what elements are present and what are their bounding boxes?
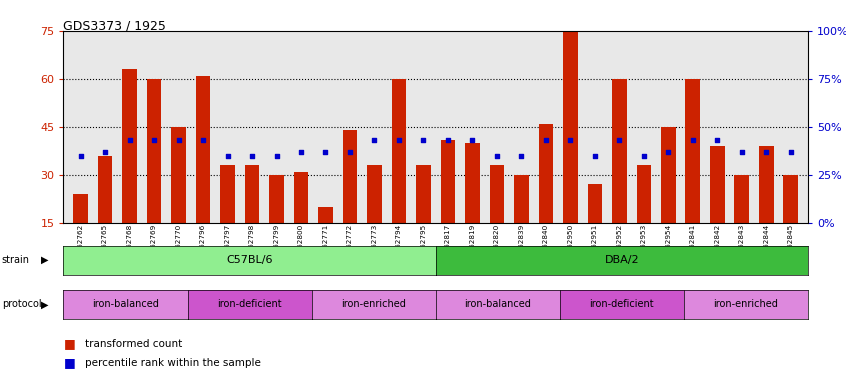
Point bbox=[441, 136, 454, 142]
Text: transformed count: transformed count bbox=[85, 339, 182, 349]
Text: iron-balanced: iron-balanced bbox=[464, 299, 531, 310]
Point bbox=[563, 136, 577, 142]
Text: iron-balanced: iron-balanced bbox=[92, 299, 159, 310]
Point bbox=[270, 152, 283, 159]
Text: iron-deficient: iron-deficient bbox=[590, 299, 654, 310]
Point bbox=[760, 149, 773, 156]
Point bbox=[711, 136, 724, 142]
Point bbox=[196, 136, 210, 142]
Text: ▶: ▶ bbox=[41, 299, 48, 310]
Bar bbox=[367, 165, 382, 223]
Bar bbox=[539, 124, 553, 223]
Bar bbox=[122, 69, 137, 223]
Text: iron-enriched: iron-enriched bbox=[713, 299, 778, 310]
Point bbox=[294, 149, 308, 156]
Text: protocol: protocol bbox=[2, 299, 41, 310]
Text: strain: strain bbox=[2, 255, 30, 265]
Point bbox=[172, 136, 185, 142]
Bar bbox=[734, 175, 750, 223]
Point bbox=[147, 136, 161, 142]
Text: GDS3373 / 1925: GDS3373 / 1925 bbox=[63, 19, 167, 32]
Bar bbox=[783, 175, 798, 223]
Point bbox=[343, 149, 357, 156]
Point bbox=[74, 152, 87, 159]
Bar bbox=[710, 146, 725, 223]
Bar bbox=[514, 175, 529, 223]
Point bbox=[637, 152, 651, 159]
Point bbox=[735, 149, 749, 156]
Point bbox=[393, 136, 406, 142]
Point bbox=[686, 136, 700, 142]
Bar bbox=[98, 156, 113, 223]
Bar bbox=[318, 207, 332, 223]
Text: ▶: ▶ bbox=[41, 255, 48, 265]
Bar bbox=[74, 194, 88, 223]
Bar bbox=[465, 143, 480, 223]
Bar bbox=[416, 165, 431, 223]
Point bbox=[245, 152, 259, 159]
Bar bbox=[563, 31, 578, 223]
Bar bbox=[587, 184, 602, 223]
Point bbox=[784, 149, 798, 156]
Point bbox=[123, 136, 136, 142]
Bar bbox=[612, 79, 627, 223]
Point bbox=[539, 136, 552, 142]
Bar bbox=[343, 130, 357, 223]
Point bbox=[98, 149, 112, 156]
Point bbox=[319, 149, 332, 156]
Text: C57BL/6: C57BL/6 bbox=[227, 255, 272, 265]
Bar bbox=[490, 165, 504, 223]
Point bbox=[417, 136, 431, 142]
Text: iron-enriched: iron-enriched bbox=[341, 299, 406, 310]
Point bbox=[221, 152, 234, 159]
Bar bbox=[759, 146, 773, 223]
Point bbox=[613, 136, 626, 142]
Text: ■: ■ bbox=[63, 337, 75, 350]
Point bbox=[514, 152, 528, 159]
Bar bbox=[661, 127, 676, 223]
Text: iron-deficient: iron-deficient bbox=[217, 299, 282, 310]
Text: percentile rank within the sample: percentile rank within the sample bbox=[85, 358, 261, 368]
Point bbox=[490, 152, 503, 159]
Point bbox=[465, 136, 479, 142]
Bar bbox=[146, 79, 162, 223]
Point bbox=[662, 149, 675, 156]
Bar bbox=[171, 127, 186, 223]
Point bbox=[588, 152, 602, 159]
Bar bbox=[685, 79, 700, 223]
Text: DBA/2: DBA/2 bbox=[605, 255, 639, 265]
Bar bbox=[269, 175, 284, 223]
Point bbox=[368, 136, 382, 142]
Bar bbox=[636, 165, 651, 223]
Bar bbox=[195, 76, 211, 223]
Bar bbox=[294, 172, 308, 223]
Bar bbox=[441, 139, 455, 223]
Bar bbox=[220, 165, 235, 223]
Text: ■: ■ bbox=[63, 356, 75, 369]
Bar bbox=[392, 79, 406, 223]
Bar bbox=[244, 165, 260, 223]
